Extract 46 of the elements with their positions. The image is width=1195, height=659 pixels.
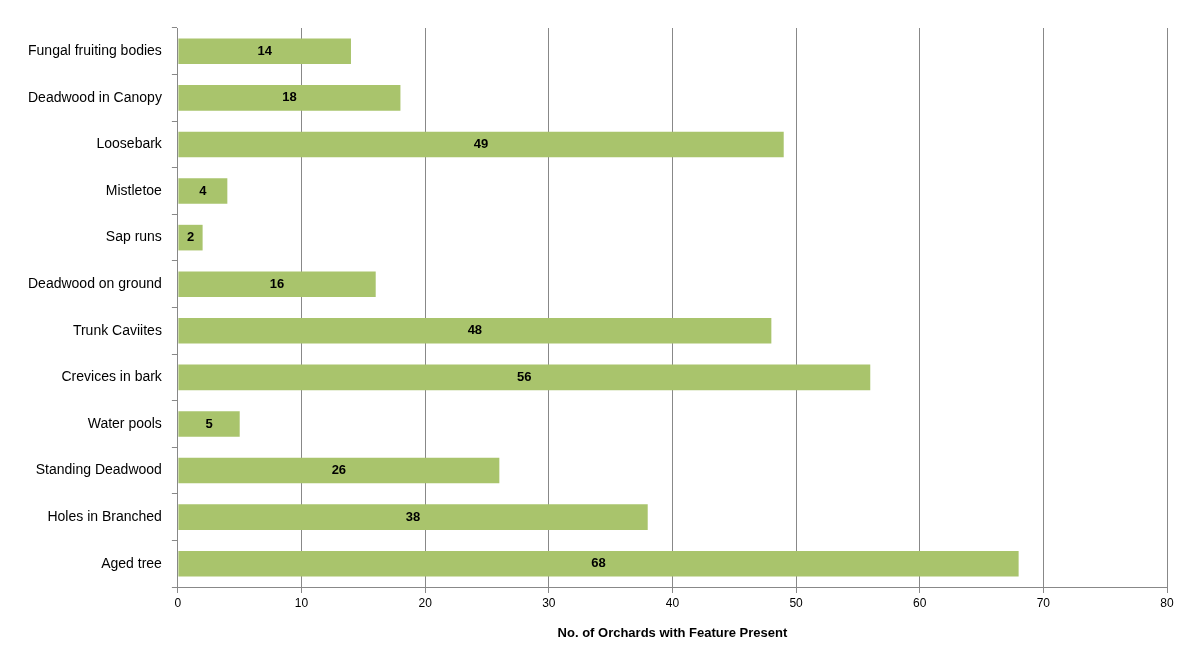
bar	[178, 550, 1019, 577]
x-axis-title: No. of Orchards with Feature Present	[557, 624, 788, 640]
x-tick-label: 20	[418, 595, 433, 610]
x-tick-label: 50	[789, 595, 804, 610]
bar	[178, 224, 203, 251]
y-tick-label: Standing Deadwood	[35, 461, 162, 478]
y-tick-label: Mistletoe	[105, 181, 163, 198]
data-label: 18	[282, 89, 297, 105]
y-tick-label: Sap runs	[105, 228, 162, 245]
data-label: 2	[186, 229, 195, 245]
x-tick-label: 70	[1036, 595, 1051, 610]
y-tick-label: Aged tree	[101, 554, 163, 571]
bar	[178, 317, 772, 344]
x-tick-label: 0	[174, 595, 182, 610]
bar	[178, 411, 240, 437]
x-tick-label: 80	[1160, 595, 1174, 610]
bar	[178, 178, 228, 204]
data-label: 14	[257, 42, 273, 58]
y-tick-label: Trunk Caviites	[72, 321, 162, 338]
bar	[178, 131, 784, 158]
data-label: 16	[269, 275, 285, 291]
data-label: 68	[591, 555, 606, 571]
data-label: 56	[517, 368, 532, 384]
bar	[178, 271, 376, 298]
data-label: 48	[467, 322, 483, 338]
x-tick-label: 30	[542, 595, 556, 610]
y-tick-label: Loosebark	[96, 135, 163, 152]
bar	[178, 504, 648, 530]
y-tick-label: Water pools	[87, 414, 162, 431]
x-tick-label: 40	[665, 595, 680, 610]
data-label: 49	[473, 136, 489, 152]
bar	[178, 85, 401, 111]
data-label: 38	[405, 508, 421, 524]
y-tick-label: Fungal fruiting bodies	[28, 42, 162, 59]
x-tick-label: 10	[294, 595, 309, 610]
bar	[178, 38, 351, 65]
y-tick-label: Deadwood in Canopy	[28, 88, 162, 105]
x-tick-label: 60	[913, 595, 927, 610]
bar	[178, 457, 500, 484]
y-tick-label: Crevices in bark	[61, 368, 163, 385]
data-label: 5	[205, 415, 213, 431]
bar	[178, 364, 871, 391]
data-label: 26	[331, 462, 347, 478]
data-label: 4	[199, 182, 208, 198]
y-tick-label: Holes in Branched	[47, 507, 162, 524]
y-tick-label: Deadwood on ground	[27, 275, 162, 292]
